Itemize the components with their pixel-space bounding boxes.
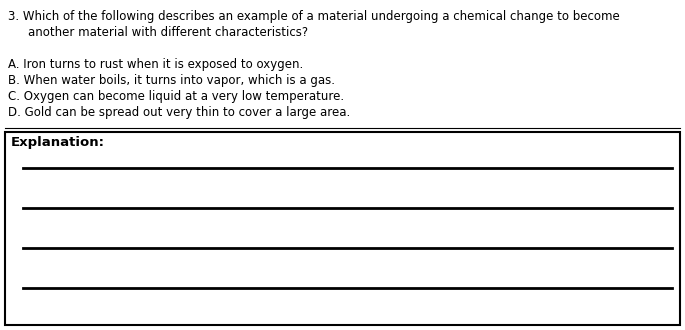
Text: Explanation:: Explanation:: [11, 136, 105, 149]
Text: another material with different characteristics?: another material with different characte…: [28, 26, 308, 39]
FancyBboxPatch shape: [5, 132, 680, 325]
Text: D. Gold can be spread out very thin to cover a large area.: D. Gold can be spread out very thin to c…: [8, 106, 350, 119]
Text: B. When water boils, it turns into vapor, which is a gas.: B. When water boils, it turns into vapor…: [8, 74, 335, 87]
Text: C. Oxygen can become liquid at a very low temperature.: C. Oxygen can become liquid at a very lo…: [8, 90, 344, 103]
Text: 3. Which of the following describes an example of a material undergoing a chemic: 3. Which of the following describes an e…: [8, 10, 620, 23]
Text: A. Iron turns to rust when it is exposed to oxygen.: A. Iron turns to rust when it is exposed…: [8, 58, 303, 71]
